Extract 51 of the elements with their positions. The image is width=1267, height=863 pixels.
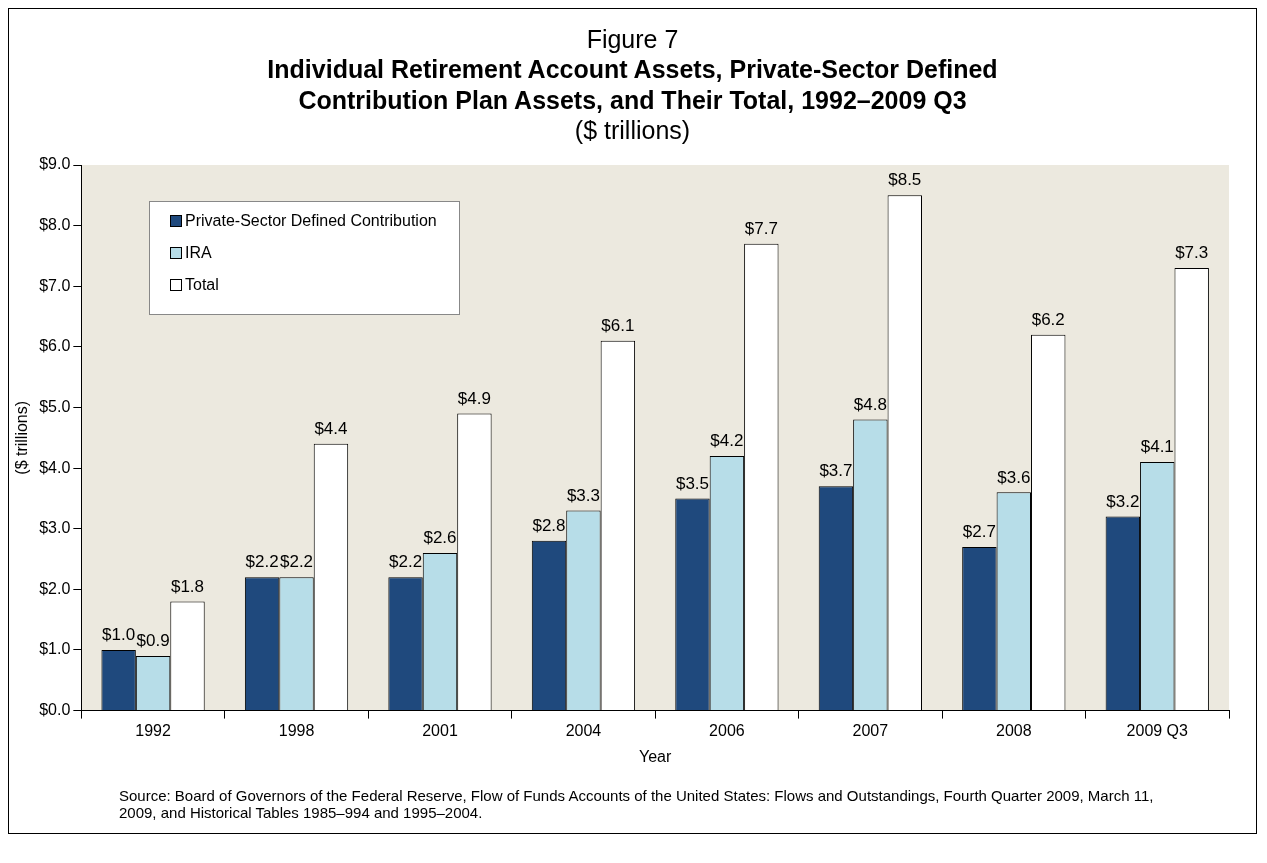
data-label: $3.7 — [819, 461, 853, 481]
data-label: $2.8 — [532, 516, 566, 536]
x-tick-label: 2007 — [852, 721, 889, 739]
y-tick-label: $0.0 — [39, 701, 71, 719]
y-tick-label: $8.0 — [39, 216, 71, 234]
data-label: $4.2 — [710, 431, 744, 451]
x-tick-label: 2004 — [565, 721, 602, 739]
legend-label: IRA — [185, 244, 212, 262]
data-label: $0.9 — [136, 631, 170, 651]
data-label: $3.2 — [1106, 491, 1140, 511]
data-label: $3.5 — [675, 473, 710, 493]
data-label: $4.8 — [853, 394, 887, 414]
x-tick-label: 2001 — [422, 721, 458, 739]
y-tick-label: $5.0 — [39, 397, 71, 415]
data-label: $2.6 — [423, 528, 457, 548]
data-label: $2.7 — [962, 522, 996, 542]
data-label: $2.2 — [245, 552, 279, 572]
x-tick-label: 2008 — [996, 721, 1032, 739]
data-label: $3.3 — [566, 485, 600, 505]
y-axis-title: ($ trillions) — [13, 400, 31, 475]
data-label: $7.7 — [744, 219, 778, 238]
x-tick-label: 2006 — [709, 721, 745, 739]
x-tick-label: 1992 — [135, 721, 171, 739]
data-label: $8.5 — [888, 170, 922, 190]
data-label: $2.2 — [279, 552, 314, 572]
data-label: $6.1 — [601, 315, 635, 335]
data-label: $4.4 — [314, 419, 348, 439]
data-label: $1.8 — [170, 576, 205, 596]
data-label: $7.3 — [1175, 243, 1209, 263]
y-tick-label: $9.0 — [39, 155, 71, 173]
y-tick-label: $2.0 — [39, 579, 71, 597]
x-tick-label: 2009 Q3 — [1126, 721, 1189, 739]
data-label: $3.6 — [997, 467, 1031, 487]
data-label: $4.1 — [1140, 437, 1174, 457]
chart-subtitle: Figure 7 — [585, 25, 680, 54]
legend-label: Total — [185, 276, 219, 294]
source-note: Source: Board of Governors of the Federal Reserve, Flow of Funds Accounts of the United States: Flows and Outstandings, Fourth Quarter 2009, March 11, 2009, and Historical Tables 1985–994 and 1995–2004. — [119, 787, 1155, 821]
text: ($ trillions) — [573, 116, 692, 145]
y-tick-label: $6.0 — [39, 337, 71, 355]
x-axis-title: Year — [639, 747, 673, 765]
data-label: $2.2 — [389, 552, 423, 572]
y-tick-label: $1.0 — [39, 640, 71, 658]
y-tick-label: $4.0 — [39, 458, 71, 476]
legend-label: Private-Sector Defined Contribution — [185, 212, 437, 230]
data-label: $1.0 — [102, 625, 136, 645]
chart-title: Individual Retirement Account Assets, Private-Sector Defined Contribution Plan Assets, and Their Total, 1992–2009 Q3 — [266, 54, 999, 116]
x-tick-label: 1998 — [278, 721, 315, 739]
y-tick-label: $7.0 — [39, 276, 71, 294]
data-label: $6.2 — [1031, 309, 1065, 329]
data-label: $4.9 — [457, 388, 491, 408]
y-tick-label: $3.0 — [39, 519, 71, 537]
